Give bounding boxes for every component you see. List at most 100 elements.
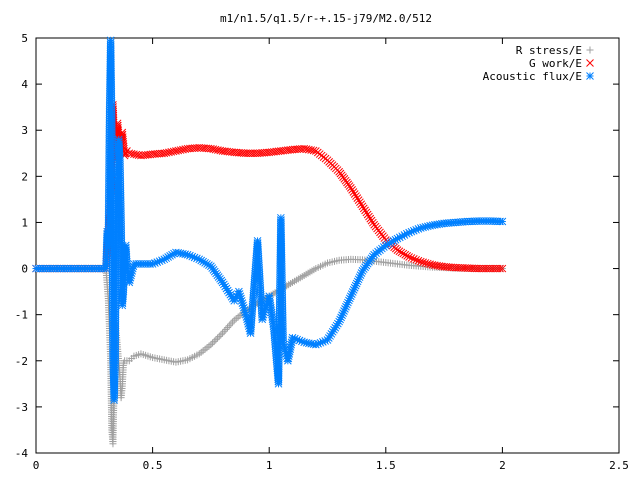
series-layer xyxy=(32,36,507,448)
y-tick-label: -4 xyxy=(15,447,29,460)
data-point xyxy=(416,257,425,266)
data-point-interp xyxy=(395,247,404,256)
data-point-interp xyxy=(165,148,173,157)
data-point-interp xyxy=(353,194,362,202)
legend-marker xyxy=(586,72,594,80)
x-tick-label: 0.5 xyxy=(143,459,163,472)
legend-label: G work/E xyxy=(529,57,582,70)
y-tick-label: 0 xyxy=(21,263,28,276)
data-point-interp xyxy=(348,186,356,194)
data-point-interp xyxy=(229,318,237,326)
x-tick-label: 2 xyxy=(499,459,506,472)
data-point-interp xyxy=(365,212,373,221)
data-point-interp xyxy=(357,200,366,209)
data-point-interp xyxy=(201,345,209,353)
data-point-interp xyxy=(227,320,235,328)
data-point-interp xyxy=(349,188,358,196)
data-point xyxy=(428,261,437,269)
y-tick-label: 1 xyxy=(21,216,28,229)
data-point-interp xyxy=(176,146,185,154)
y-tick-label: -2 xyxy=(15,355,28,368)
data-point-interp xyxy=(209,145,218,153)
data-point-interp xyxy=(366,214,375,223)
data-point-interp xyxy=(309,146,318,155)
data-point-interp xyxy=(220,327,228,335)
data-point-interp xyxy=(307,146,316,154)
data-point-interp xyxy=(354,196,363,205)
data-point xyxy=(498,264,507,273)
data-point-interp xyxy=(368,218,377,227)
data-point-interp xyxy=(132,150,141,159)
data-point xyxy=(207,341,215,349)
data-point-interp xyxy=(401,250,410,259)
data-point-interp xyxy=(397,248,406,257)
data-point xyxy=(207,144,215,153)
data-point-interp xyxy=(234,313,242,321)
data-point-interp xyxy=(359,204,368,213)
plot-frame xyxy=(35,37,620,454)
data-point-interp xyxy=(222,325,230,333)
data-point-interp xyxy=(362,208,371,217)
y-tick-label: -1 xyxy=(15,309,28,322)
data-point-interp xyxy=(414,256,423,265)
data-point-interp xyxy=(350,190,359,198)
data-point-interp xyxy=(203,344,211,352)
data-point xyxy=(160,149,169,158)
data-point-interp xyxy=(363,210,372,219)
data-point-interp xyxy=(435,262,444,270)
legend-label: R stress/E xyxy=(516,44,582,57)
data-point-interp xyxy=(361,206,369,215)
legend-marker xyxy=(586,59,594,67)
data-point-interp xyxy=(412,255,420,264)
data-point-interp xyxy=(211,145,220,154)
data-point xyxy=(125,149,134,158)
y-tick-label: 4 xyxy=(21,78,28,91)
data-point xyxy=(405,253,413,261)
data-point-interp xyxy=(205,342,213,350)
data-point-interp xyxy=(162,148,171,157)
y-tick-label: 2 xyxy=(21,170,28,183)
data-point xyxy=(358,202,367,211)
data-point xyxy=(300,144,309,153)
legend-marker xyxy=(586,46,594,54)
series-3 xyxy=(32,36,507,404)
data-point-interp xyxy=(127,149,136,158)
data-point xyxy=(498,217,507,226)
data-point xyxy=(172,147,180,155)
data-point-interp xyxy=(210,337,218,345)
data-point-interp xyxy=(179,145,187,154)
data-point-interp xyxy=(169,147,178,156)
x-tick-label: 2.5 xyxy=(609,459,629,472)
data-point-interp xyxy=(356,198,364,207)
data-point-interp xyxy=(433,261,441,270)
chart-title: m1/n1.5/q1.5/r-+.15-j79/M2.0/512 xyxy=(220,12,432,25)
data-point-interp xyxy=(214,334,222,342)
data-point-interp xyxy=(215,332,223,340)
data-point xyxy=(218,278,227,287)
data-point xyxy=(219,329,227,337)
y-tick-label: 3 xyxy=(21,124,28,137)
data-point-interp xyxy=(421,259,430,267)
data-point-interp xyxy=(217,331,225,339)
x-tick-label: 0 xyxy=(33,459,40,472)
data-point-interp xyxy=(304,145,313,154)
data-point-interp xyxy=(212,336,220,344)
y-tick-label: 5 xyxy=(21,32,28,45)
y-tick-label: -3 xyxy=(15,401,28,414)
axis-ticks: 0 0.5 1 1.5 2 2.5 -4 -3 -2 -1 0 1 2 3 4 5 xyxy=(15,32,629,472)
series-1 xyxy=(32,255,506,448)
data-point-interp xyxy=(199,347,207,355)
data-point-interp xyxy=(167,148,176,156)
data-point-interp xyxy=(399,249,408,258)
legend-label: Acoustic flux/E xyxy=(483,70,582,83)
data-point-interp xyxy=(367,216,376,225)
data-point-interp xyxy=(214,146,222,154)
x-tick-label: 1.5 xyxy=(376,459,396,472)
data-point-interp xyxy=(407,254,416,262)
data-point xyxy=(230,316,238,324)
x-tick-label: 1 xyxy=(266,459,273,472)
data-point-interp xyxy=(403,252,412,260)
